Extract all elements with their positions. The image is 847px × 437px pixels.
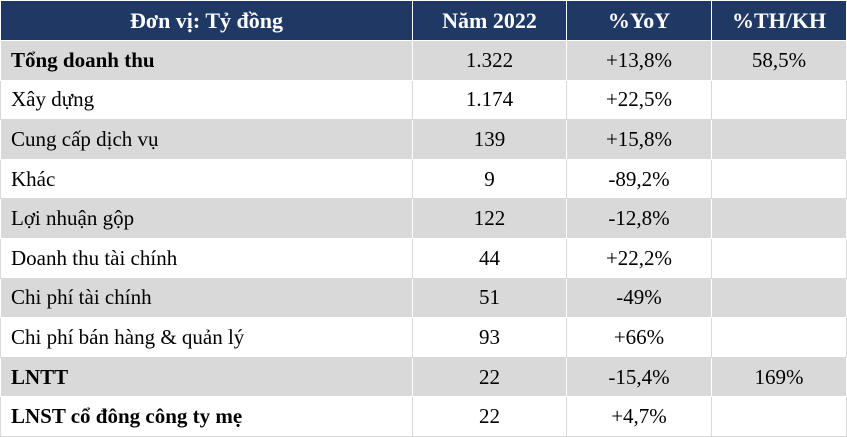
- row-label: Khác: [0, 158, 413, 200]
- table-body: Tổng doanh thu 1.322 +13,8% 58,5% Xây dự…: [0, 40, 847, 437]
- table-header: Đơn vị: Tỷ đồng Năm 2022 %YoY %TH/KH: [0, 0, 847, 41]
- row-label: Tổng doanh thu: [0, 40, 413, 81]
- row-yoy: -89,2%: [566, 158, 712, 200]
- table-row: Tổng doanh thu 1.322 +13,8% 58,5%: [0, 40, 847, 81]
- table-row: Xây dựng 1.174 +22,5%: [0, 79, 847, 121]
- row-yoy: -15,4%: [566, 356, 712, 398]
- row-value: 9: [412, 158, 567, 200]
- row-label: Cung cấp dịch vụ: [0, 119, 413, 160]
- row-yoy: +4,7%: [566, 396, 712, 437]
- header-yoy: %YoY: [566, 0, 712, 41]
- row-th-kh: [711, 317, 847, 358]
- row-value: 1.174: [412, 79, 567, 121]
- table-row: Chi phí bán hàng & quản lý 93 +66%: [0, 317, 847, 358]
- header-unit: Đơn vị: Tỷ đồng: [0, 0, 413, 41]
- row-value: 93: [412, 317, 567, 358]
- header-year-2022: Năm 2022: [412, 0, 567, 41]
- row-th-kh: [711, 198, 847, 239]
- row-yoy: +22,5%: [566, 79, 712, 121]
- row-yoy: +66%: [566, 317, 712, 358]
- row-yoy: +22,2%: [566, 237, 712, 279]
- table-row: LNTT 22 -15,4% 169%: [0, 356, 847, 398]
- row-yoy: -12,8%: [566, 198, 712, 239]
- row-value: 139: [412, 119, 567, 160]
- table-row: Khác 9 -89,2%: [0, 158, 847, 200]
- table-row: Lợi nhuận gộp 122 -12,8%: [0, 198, 847, 239]
- row-label: LNTT: [0, 356, 413, 398]
- table-row: Chi phí tài chính 51 -49%: [0, 277, 847, 319]
- row-label: LNST cổ đông công ty mẹ: [0, 396, 413, 437]
- row-value: 122: [412, 198, 567, 239]
- row-th-kh: [711, 396, 847, 437]
- row-value: 1.322: [412, 40, 567, 81]
- row-value: 22: [412, 356, 567, 398]
- table-row: LNST cổ đông công ty mẹ 22 +4,7%: [0, 396, 847, 437]
- row-th-kh: 58,5%: [711, 40, 847, 81]
- row-th-kh: [711, 79, 847, 121]
- row-label: Chi phí bán hàng & quản lý: [0, 317, 413, 358]
- row-value: 44: [412, 237, 567, 279]
- row-value: 22: [412, 396, 567, 437]
- row-label: Xây dựng: [0, 79, 413, 121]
- header-row: Đơn vị: Tỷ đồng Năm 2022 %YoY %TH/KH: [0, 0, 847, 41]
- row-yoy: +13,8%: [566, 40, 712, 81]
- row-label: Chi phí tài chính: [0, 277, 413, 319]
- row-th-kh: [711, 237, 847, 279]
- row-th-kh: [711, 277, 847, 319]
- row-th-kh: [711, 119, 847, 160]
- row-yoy: -49%: [566, 277, 712, 319]
- header-th-kh: %TH/KH: [711, 0, 847, 41]
- row-yoy: +15,8%: [566, 119, 712, 160]
- row-th-kh: 169%: [711, 356, 847, 398]
- row-th-kh: [711, 158, 847, 200]
- row-value: 51: [412, 277, 567, 319]
- row-label: Lợi nhuận gộp: [0, 198, 413, 239]
- table-row: Cung cấp dịch vụ 139 +15,8%: [0, 119, 847, 160]
- table-row: Doanh thu tài chính 44 +22,2%: [0, 237, 847, 279]
- row-label: Doanh thu tài chính: [0, 237, 413, 279]
